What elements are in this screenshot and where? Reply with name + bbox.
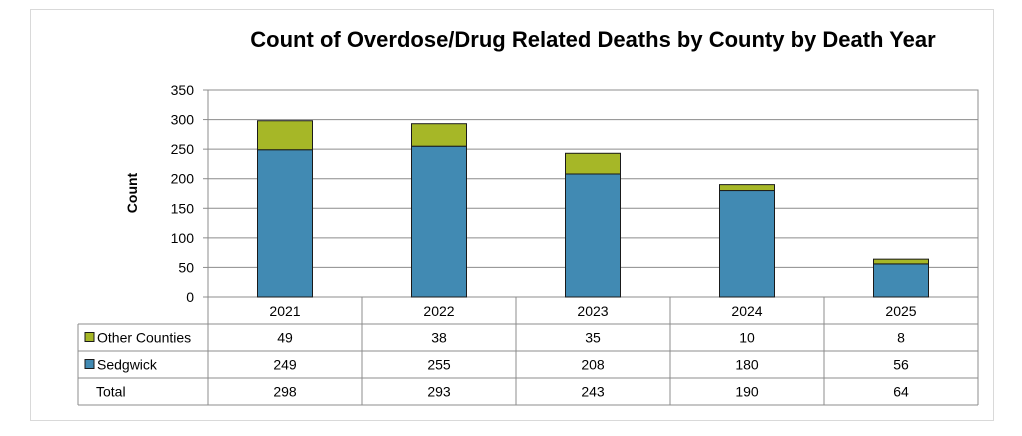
- y-tick-label: 50: [178, 259, 194, 275]
- x-tick-label: 2023: [577, 303, 608, 319]
- y-tick-label: 0: [186, 289, 194, 305]
- bar-sedgwick-2024: [719, 190, 775, 298]
- table-cell: 293: [427, 384, 451, 400]
- table-cell: 8: [897, 330, 905, 346]
- y-axis-label: Count: [124, 172, 140, 213]
- y-tick-label: 200: [171, 171, 195, 187]
- table-cell: 35: [585, 330, 601, 346]
- table-cell: 49: [277, 330, 293, 346]
- table-cell: 180: [735, 357, 759, 373]
- table-cell: 190: [735, 384, 759, 400]
- chart-frame: [30, 9, 994, 421]
- table-cell: 64: [893, 384, 909, 400]
- x-tick-label: 2025: [885, 303, 916, 319]
- bar-sedgwick-2021: [257, 149, 313, 298]
- y-tick-label: 100: [171, 230, 195, 246]
- y-tick-label: 150: [171, 200, 195, 216]
- table-cell: 255: [427, 357, 451, 373]
- table-row-label: Sedgwick: [97, 357, 158, 373]
- bar-sedgwick-2023: [565, 173, 621, 298]
- table-cell: 10: [739, 330, 755, 346]
- table-cell: 56: [893, 357, 909, 373]
- y-tick-label: 350: [171, 82, 195, 98]
- table-cell: 208: [581, 357, 605, 373]
- bar-other-counties-2025: [873, 258, 929, 265]
- bar-other-counties-2024: [719, 184, 775, 192]
- bar-sedgwick-2025: [873, 263, 929, 298]
- chart-title: Count of Overdose/Drug Related Deaths by…: [250, 27, 936, 52]
- x-tick-label: 2022: [423, 303, 454, 319]
- bar-other-counties-2022: [411, 123, 467, 147]
- table-row-label: Other Counties: [97, 330, 191, 346]
- legend-swatch: [84, 359, 95, 369]
- legend-swatch: [84, 332, 95, 342]
- table-cell: 249: [273, 357, 297, 373]
- table-row-label: Total: [96, 384, 126, 400]
- table-cell: 243: [581, 384, 605, 400]
- y-tick-label: 250: [171, 141, 195, 157]
- table-cell: 298: [273, 384, 297, 400]
- bar-sedgwick-2022: [411, 145, 467, 298]
- x-tick-label: 2024: [731, 303, 762, 319]
- bar-other-counties-2023: [565, 152, 621, 175]
- bar-other-counties-2021: [257, 120, 313, 151]
- x-tick-label: 2021: [269, 303, 300, 319]
- table-cell: 38: [431, 330, 447, 346]
- y-tick-label: 300: [171, 112, 195, 128]
